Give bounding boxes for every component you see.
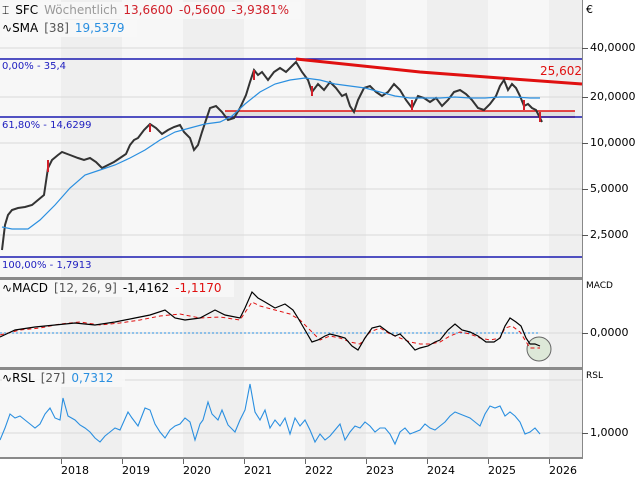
rsl-value: 0,7312 [71, 371, 114, 385]
macd-axis-title: MACD [586, 281, 613, 291]
symbol-label: SFC [15, 3, 39, 17]
y-tick [582, 235, 588, 236]
rsl-axis-tick: 1,0000 [590, 426, 629, 439]
x-tick-label: 2023 [366, 464, 394, 477]
y-tick [582, 333, 588, 334]
macd-canvas [0, 280, 582, 367]
x-tick [488, 459, 489, 464]
last-price: 13,6600 [123, 3, 174, 17]
y-tick [582, 433, 588, 434]
price-chart-pane[interactable]: ⌶ SFC Wöchentlich 13,6600 -0,5600 -3,9381% ∿S… [0, 0, 583, 280]
x-tick-label: 2026 [549, 464, 577, 477]
x-tick-label: 2022 [305, 464, 333, 477]
y-tick-label: 10,0000 [590, 136, 636, 149]
x-tick-label: 2024 [427, 464, 455, 477]
fib-level-100: 100,00% - 1,7913 [2, 260, 92, 271]
y-tick-label: 5,0000 [590, 182, 629, 195]
rsl-axis-title: RSL [586, 371, 603, 381]
rsl-label: RSL [12, 371, 35, 385]
rsl-legend: ∿RSL [27] 0,7312 [2, 370, 126, 387]
x-tick [427, 459, 428, 464]
line-icon: ∿ [2, 371, 13, 385]
price-change: -0,5600 [179, 3, 226, 17]
macd-legend: ∿MACD [12, 26, 9] -1,4162 -1,1170 [2, 280, 234, 297]
x-tick [61, 459, 62, 464]
y-tick-label: 20,0000 [590, 90, 636, 103]
sma-label: SMA [12, 21, 39, 35]
sma-param: [38] [44, 21, 69, 35]
y-tick [582, 143, 588, 144]
macd-pane[interactable]: ∿MACD [12, 26, 9] -1,4162 -1,1170 [0, 280, 583, 370]
line-icon: ∿ [2, 281, 13, 295]
x-tick [244, 459, 245, 464]
x-tick [183, 459, 184, 464]
macd-label: MACD [12, 281, 49, 295]
sma-legend: ∿SMA [38] 19,5379 [2, 20, 137, 37]
y-tick [582, 189, 588, 190]
price-chart-canvas [0, 47, 582, 258]
candlestick-icon: ⌶ [2, 3, 10, 17]
x-tick [549, 459, 550, 464]
fib-level-618: 61,80% - 14,6299 [2, 120, 92, 131]
x-tick-label: 2025 [488, 464, 516, 477]
interval-label: Wöchentlich [44, 3, 118, 17]
macd-axis-tick: 0,0000 [590, 326, 629, 339]
price-legend: ⌶ SFC Wöchentlich 13,6600 -0,5600 -3,9381% [2, 2, 302, 19]
x-tick [305, 459, 306, 464]
x-tick [122, 459, 123, 464]
x-tick-label: 2021 [244, 464, 272, 477]
fib-level-0: 0,00% - 35,4 [2, 61, 66, 72]
rsl-pane[interactable]: ∿RSL [27] 0,7312 [0, 370, 583, 459]
y-tick-label: 40,0000 [590, 41, 636, 54]
y-tick [582, 97, 588, 98]
rsl-params: [27] [40, 371, 66, 385]
trendline-value: 25,602 [540, 64, 582, 78]
x-tick-label: 2019 [122, 464, 150, 477]
x-tick-label: 2018 [61, 464, 89, 477]
currency-label: € [586, 3, 593, 16]
macd-params: [12, 26, 9] [54, 281, 117, 295]
line-icon: ∿ [2, 21, 13, 35]
y-tick-label: 2,5000 [590, 228, 629, 241]
price-change-pct: -3,9381% [231, 3, 290, 17]
macd-signal-value: -1,1170 [175, 281, 222, 295]
macd-value: -1,4162 [122, 281, 170, 295]
sma-value: 19,5379 [74, 21, 125, 35]
x-tick [366, 459, 367, 464]
rsl-canvas [0, 370, 582, 457]
y-tick [582, 48, 588, 49]
x-tick-label: 2020 [183, 464, 211, 477]
